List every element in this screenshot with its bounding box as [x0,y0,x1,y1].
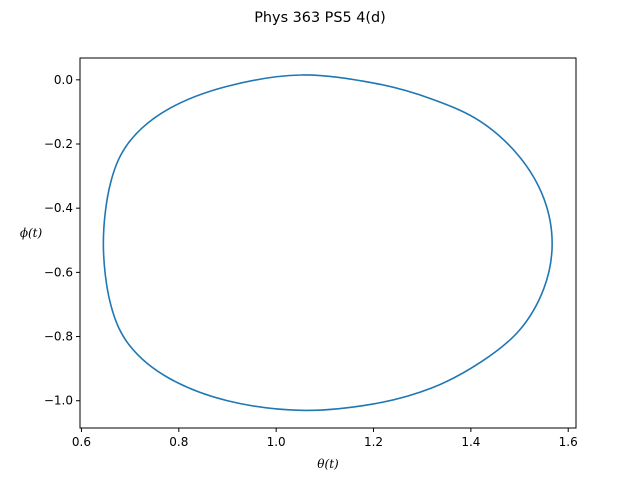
y-tick-label: −0.2 [44,137,73,151]
y-tick-label: −0.8 [44,330,73,344]
x-tick-label: 0.8 [169,435,188,449]
x-tick-label: 1.0 [267,435,286,449]
x-tick-label: 0.6 [72,435,91,449]
y-tick-label: −1.0 [44,394,73,408]
y-tick-label: −0.4 [44,201,73,215]
series-layer [102,74,553,412]
x-tick-label: 1.6 [559,435,578,449]
x-tick-label: 1.4 [461,435,480,449]
plot-area [79,57,577,429]
y-axis-label: ϕ(t) [20,226,43,240]
x-axis-label: θ(t) [317,457,339,471]
x-tick-label: 1.2 [364,435,383,449]
y-tick-label: 0.0 [54,73,73,87]
x-axis-ticks: 0.6 0.8 1.0 1.2 1.4 1.6 [72,428,578,449]
chart-title: Phys 363 PS5 4(d) [254,10,386,26]
axes-frame [79,57,577,429]
series-line-0 [102,74,553,412]
y-axis-ticks: 0.0 −0.2 −0.4 −0.6 −0.8 −1.0 [44,73,80,408]
y-tick-label: −0.6 [44,265,73,279]
